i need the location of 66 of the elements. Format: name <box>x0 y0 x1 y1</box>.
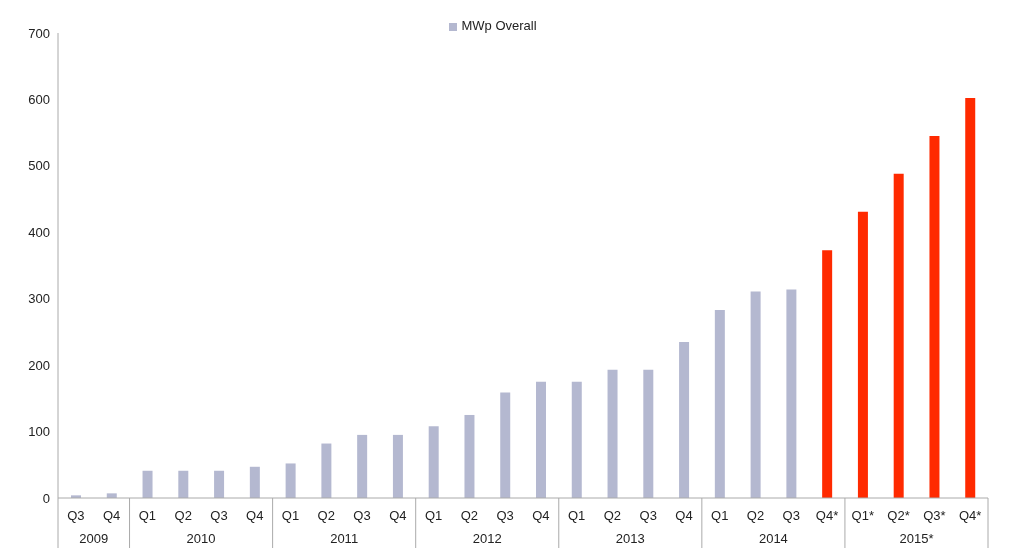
text: 2013 <box>615 531 645 546</box>
text: 2009 <box>79 531 109 546</box>
bar <box>786 289 797 498</box>
x-tick-label: Q4 <box>532 508 550 523</box>
y-tick-label: 0 <box>42 490 50 506</box>
text: 2015* <box>899 531 934 546</box>
text: 2012 <box>472 531 502 546</box>
bar <box>857 211 868 498</box>
x-tick-label: Q3 <box>639 508 657 523</box>
x-tick-label: Q2 <box>317 508 335 523</box>
y-tick-label: 100 <box>28 424 50 440</box>
bar <box>643 369 654 498</box>
y-tick-label: 300 <box>28 291 50 307</box>
x-tick-label: Q3 <box>353 508 371 523</box>
x-tick-label: Q2* <box>887 508 910 523</box>
x-tick-label: Q4* <box>958 508 982 523</box>
x-tick-label: Q2 <box>603 508 622 523</box>
text: 2014 <box>758 531 788 546</box>
text: 2010 <box>186 531 216 546</box>
x-tick-label: Q3 <box>496 508 514 523</box>
bar <box>464 414 475 498</box>
y-tick-label: 400 <box>28 224 50 240</box>
y-tick-label: 500 <box>28 158 50 174</box>
x-tick-label: Q1* <box>851 508 875 523</box>
bar <box>929 135 940 498</box>
bar <box>965 98 976 498</box>
x-tick-label: Q3* <box>923 508 946 523</box>
bar <box>357 434 368 498</box>
bar <box>142 470 153 498</box>
x-tick-label: Q4 <box>102 508 121 523</box>
bar <box>285 463 296 498</box>
bar <box>178 470 189 498</box>
bar <box>679 341 690 498</box>
bar <box>750 291 761 498</box>
x-tick-label: Q3 <box>210 508 228 523</box>
bar <box>214 470 225 498</box>
x-tick-label: Q1 <box>567 508 586 523</box>
bar <box>893 173 904 498</box>
bar <box>714 310 725 498</box>
x-tick-label: Q1 <box>281 508 300 523</box>
bar <box>571 381 582 498</box>
x-tick-label: Q4 <box>246 508 264 523</box>
x-tick-label: Q4 <box>675 508 693 523</box>
x-tick-label: Q2 <box>174 508 192 523</box>
legend-label: MWp Overall <box>461 18 537 33</box>
x-tick-label: Q1 <box>424 508 443 523</box>
y-tick-label: 200 <box>28 357 50 373</box>
x-tick-label: Q1 <box>711 508 729 523</box>
bar <box>428 426 439 498</box>
x-tick-label: Q1 <box>138 508 157 523</box>
bar <box>392 434 403 498</box>
bar <box>536 381 546 498</box>
x-tick-label: Q2 <box>460 508 479 523</box>
x-tick-label: Q2 <box>746 508 765 523</box>
x-tick-label: Q3 <box>782 508 800 523</box>
x-tick-label: Q4* <box>815 508 839 523</box>
y-tick-label: 600 <box>28 92 50 108</box>
bar <box>500 392 511 498</box>
y-tick-label: 700 <box>28 25 50 41</box>
bar <box>321 443 332 498</box>
x-tick-label: Q4 <box>389 508 407 523</box>
bar <box>249 466 260 498</box>
x-tick-label: Q3 <box>67 508 85 523</box>
bar <box>607 369 618 498</box>
text: 2011 <box>330 531 359 546</box>
bar <box>822 250 833 498</box>
